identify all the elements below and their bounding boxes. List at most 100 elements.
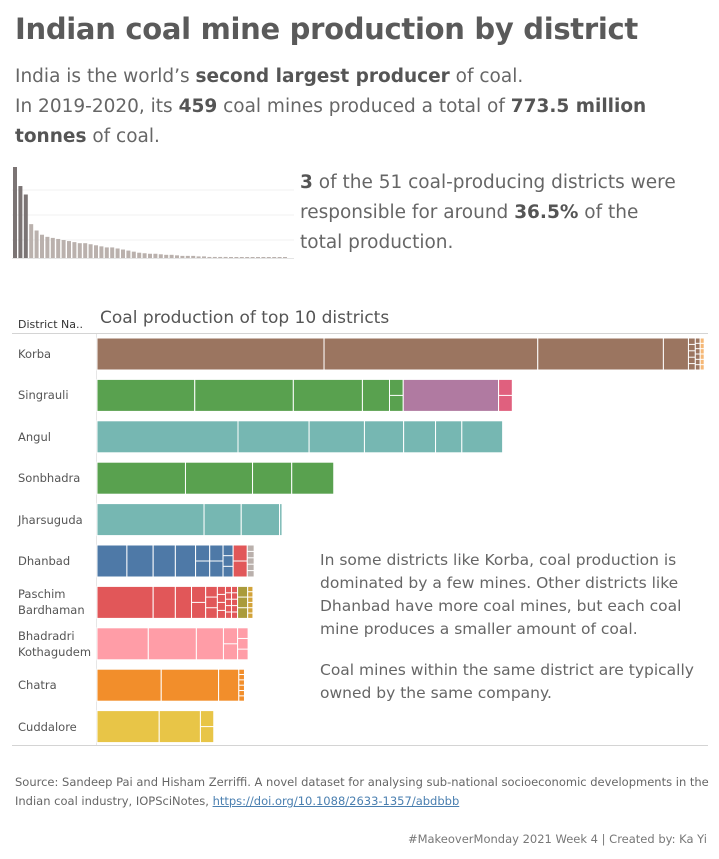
- mine-segment[interactable]: [158, 710, 201, 744]
- credit-line: #MakeoverMonday 2021 Week 4 | Created by…: [407, 832, 707, 846]
- mine-segment[interactable]: [237, 585, 249, 619]
- district-column-header[interactable]: District Na..: [18, 318, 83, 331]
- mine-segment[interactable]: [174, 585, 193, 619]
- mine-segment[interactable]: [308, 420, 365, 454]
- intro-text: of coal.: [86, 126, 160, 147]
- sparkline-bar: [250, 257, 255, 258]
- sparkline-bar: [169, 254, 174, 258]
- district-label: Chatra: [18, 677, 57, 693]
- sparkline-bar: [175, 255, 179, 258]
- page-title: Indian coal mine production by district: [15, 12, 638, 46]
- mine-segment[interactable]: [240, 503, 281, 537]
- mine-segment[interactable]: [195, 627, 224, 661]
- sparkline-bar: [13, 167, 17, 258]
- sparkline-bar: [72, 242, 77, 258]
- mine-segment[interactable]: [203, 503, 242, 537]
- mine-segment[interactable]: [361, 378, 390, 412]
- district-label: Jharsuguda: [18, 512, 83, 528]
- mine-segment[interactable]: [218, 668, 240, 702]
- district-label-line: Sonbhadra: [18, 471, 81, 486]
- stat-highlight: 36.5%: [514, 202, 579, 223]
- sparkline-bar: [185, 255, 190, 258]
- mine-segment[interactable]: [126, 544, 154, 578]
- mine-segment[interactable]: [96, 420, 239, 454]
- sparkline-bar: [83, 243, 88, 258]
- mine-segment[interactable]: [96, 668, 162, 702]
- mine-segment[interactable]: [246, 544, 255, 578]
- mine-segment[interactable]: [96, 378, 196, 412]
- mine-segment[interactable]: [291, 461, 335, 495]
- mine-segment[interactable]: [174, 544, 197, 578]
- mine-segment[interactable]: [224, 585, 233, 619]
- mine-segment[interactable]: [537, 337, 664, 371]
- mine-segment[interactable]: [402, 378, 500, 412]
- mine-segment[interactable]: [96, 337, 325, 371]
- annotation-line: Dhanbad have more coal mines, but each c…: [320, 597, 682, 615]
- sparkline-bar: [126, 250, 131, 258]
- mine-segment[interactable]: [222, 544, 234, 578]
- intro-text: of coal.: [449, 66, 524, 87]
- district-label: Cuddalore: [18, 719, 77, 735]
- mine-segment[interactable]: [323, 337, 539, 371]
- mine-segment[interactable]: [237, 420, 310, 454]
- source-doi-link[interactable]: https://doi.org/10.1088/2633-1357/abdbbb: [212, 794, 460, 808]
- sparkline-bar: [45, 236, 50, 258]
- stat-text: of the: [578, 202, 639, 223]
- mine-segment[interactable]: [687, 337, 696, 371]
- stat-text: of the 51 coal-producing districts were: [312, 172, 676, 193]
- mine-segment[interactable]: [231, 585, 239, 619]
- sparkline-bar: [153, 253, 158, 258]
- sparkline-bar: [212, 256, 217, 258]
- mine-segment[interactable]: [96, 585, 154, 619]
- mine-segment[interactable]: [461, 420, 504, 454]
- mine-segment[interactable]: [237, 627, 249, 661]
- mine-segment[interactable]: [435, 420, 463, 454]
- mine-segment[interactable]: [96, 627, 149, 661]
- mine-segment[interactable]: [403, 420, 437, 454]
- annotation-line: mine produces a smaller amount of coal.: [320, 620, 638, 638]
- annotation-line: Coal mines within the same district are …: [320, 661, 694, 679]
- intro-highlight: second largest producer: [195, 66, 450, 87]
- sparkline-bar: [148, 253, 152, 258]
- mine-segment[interactable]: [152, 544, 176, 578]
- district-sparkline: [12, 167, 294, 259]
- intro-highlight: 773.5 million: [510, 96, 647, 117]
- mine-segment[interactable]: [152, 585, 176, 619]
- sparkline-bar: [99, 246, 104, 258]
- sparkline-bar: [266, 257, 271, 258]
- sparkline-bar: [229, 257, 233, 258]
- district-label: Singrauli: [18, 387, 69, 403]
- mine-segment[interactable]: [96, 503, 205, 537]
- district-bar-chart: [96, 337, 705, 744]
- mine-segment[interactable]: [147, 627, 197, 661]
- chart-title: Coal production of top 10 districts: [100, 308, 390, 328]
- sparkline-bar: [164, 254, 169, 258]
- annotation-line: owned by the same company.: [320, 684, 552, 702]
- sparkline-bar: [196, 256, 201, 258]
- annotation-line: dominated by a few mines. Other district…: [320, 574, 679, 592]
- mine-segment[interactable]: [184, 461, 254, 495]
- mine-segment[interactable]: [96, 710, 160, 744]
- intro-text: coal mines produced a total of: [217, 96, 511, 117]
- mine-segment[interactable]: [252, 461, 293, 495]
- mine-segment[interactable]: [160, 668, 220, 702]
- mine-segment[interactable]: [194, 378, 294, 412]
- sparkline-bar: [191, 255, 196, 258]
- mine-segment[interactable]: [292, 378, 363, 412]
- sparkline-bar: [67, 241, 71, 258]
- sparkline-bar: [245, 257, 250, 258]
- mine-segment[interactable]: [205, 585, 218, 619]
- district-label-line: Cuddalore: [18, 719, 77, 734]
- stat-line-2: responsible for around 36.5% of the: [300, 202, 638, 223]
- mine-segment[interactable]: [96, 544, 128, 578]
- mine-segment[interactable]: [96, 461, 186, 495]
- sparkline-bar: [94, 245, 98, 258]
- stat-highlight: 3: [300, 172, 313, 193]
- sparkline-bar: [261, 257, 266, 258]
- source-line-2: Indian coal industry, IOPSciNotes, https…: [15, 794, 459, 808]
- mine-segment[interactable]: [662, 337, 689, 371]
- intro-line-2: In 2019-2020, its 459 coal mines produce…: [15, 96, 646, 117]
- mine-segment[interactable]: [363, 420, 405, 454]
- mine-segment[interactable]: [279, 503, 283, 537]
- district-label-line: Dhanbad: [18, 554, 71, 568]
